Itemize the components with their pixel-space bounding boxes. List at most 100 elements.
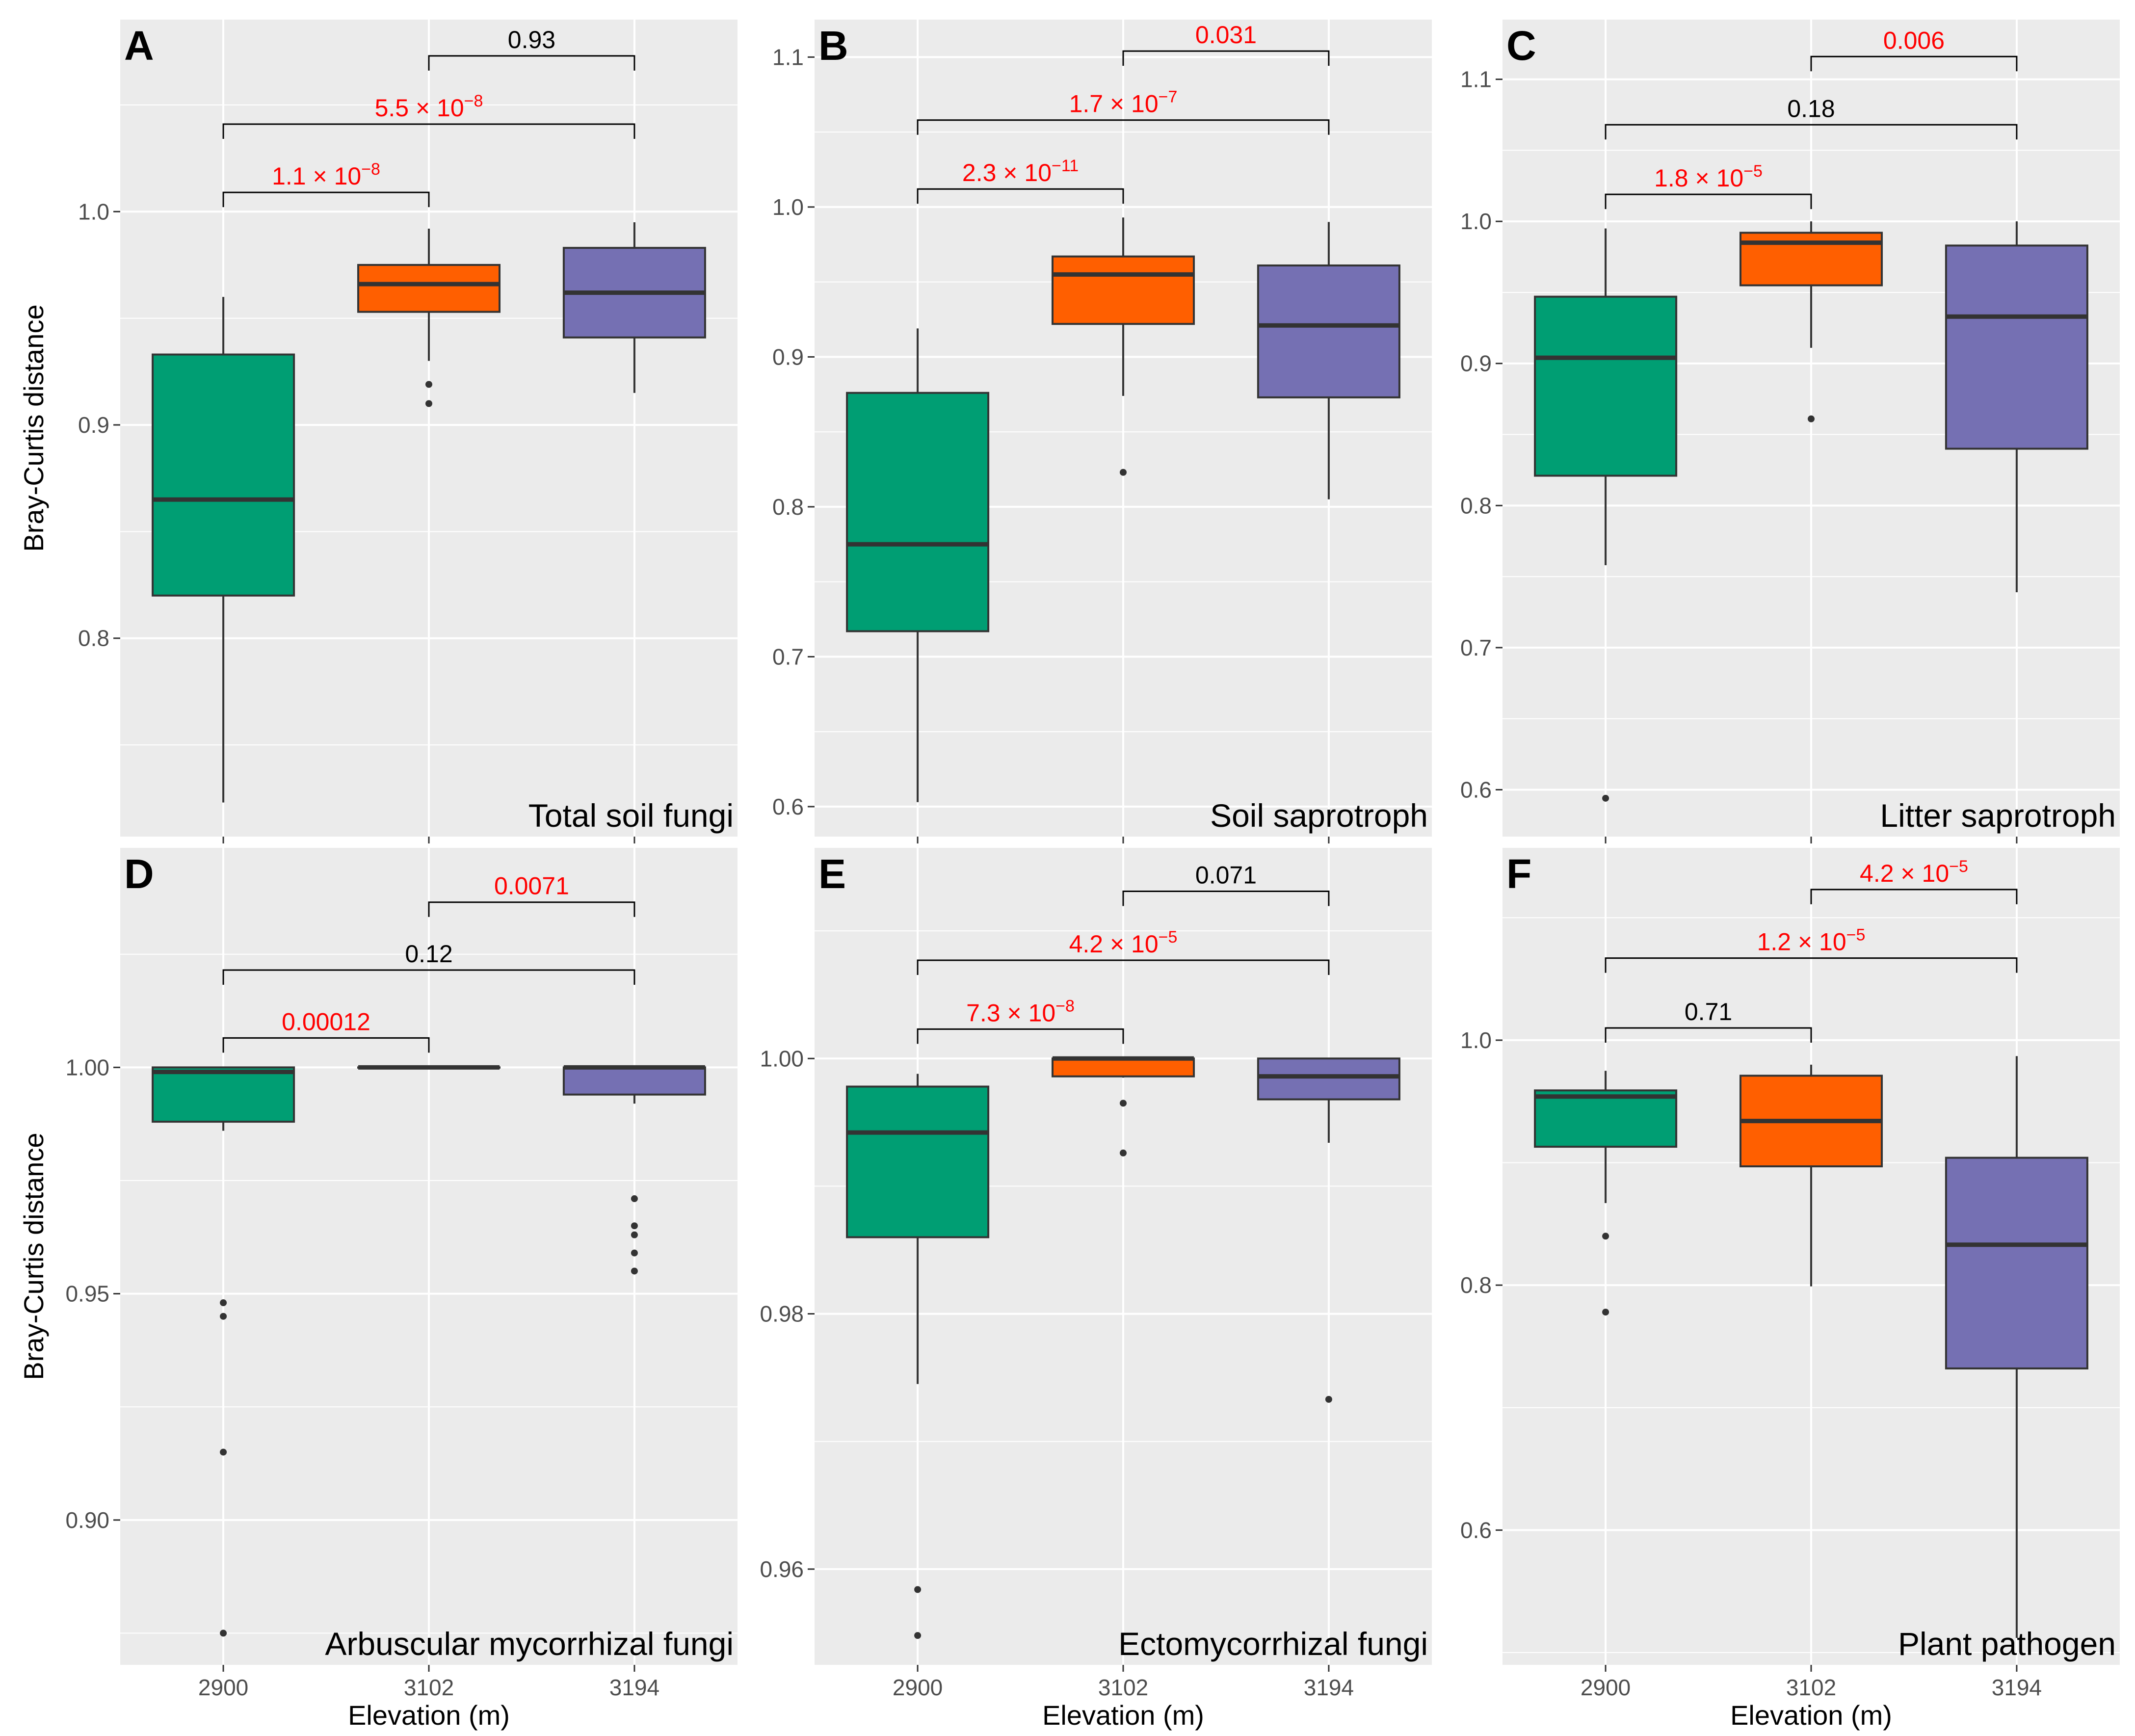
- outlier-point: [914, 1586, 922, 1593]
- box-2900: [1534, 295, 1678, 477]
- outlier-point: [631, 1249, 638, 1257]
- p-value-exponent: −8: [361, 160, 380, 179]
- y-tick-label: 0.98: [760, 1301, 804, 1327]
- comparison-bracket: [222, 123, 635, 139]
- y-tick-label: 1.0: [1460, 209, 1492, 234]
- outlier-point: [1120, 1100, 1127, 1107]
- p-value-exponent: −5: [1743, 162, 1763, 181]
- panel-subtitle: Plant pathogen: [1898, 1626, 2116, 1662]
- y-tick-label: 1.00: [760, 1046, 804, 1071]
- y-tick-label: 0.9: [1460, 351, 1492, 376]
- panel-b: 0.60.70.80.91.01.12.3 × 10−111.7 × 10−70…: [772, 20, 1432, 843]
- outlier-point: [1120, 1149, 1127, 1157]
- box-3194: [1257, 1057, 1400, 1101]
- panel-d: 0.90 0.95 1.00 2900 3102 3194 0.00012 0.12 0.007…: [18, 848, 738, 1731]
- p-value-exponent: −7: [1159, 88, 1178, 106]
- panel-c: 0.60.70.80.91.01.11.8 × 10−50.180.006CLi…: [1460, 20, 2120, 843]
- x-tick-label: 2900: [1581, 1675, 1631, 1700]
- p-value-label: 7.3 × 10−8: [966, 997, 1075, 1026]
- p-value-label: 0.00012: [282, 1008, 370, 1035]
- comparison-bracket: [1810, 889, 2018, 904]
- p-value-exponent: −11: [1052, 157, 1079, 175]
- outlier-point: [914, 1632, 922, 1639]
- outlier-point: [1325, 1395, 1332, 1403]
- p-value-exponent: −8: [464, 92, 483, 110]
- x-axis-title: Elevation (m): [348, 1700, 510, 1731]
- box-3102: [357, 263, 501, 313]
- x-tick-label: 3102: [1786, 1675, 1836, 1700]
- comparison-bracket: [917, 188, 1124, 204]
- outlier-point: [1120, 469, 1127, 476]
- panel-a: 0.80.91.01.1 × 10−85.5 × 10−80.93ATotal …: [18, 20, 738, 843]
- p-value-label: 0.12: [405, 940, 452, 968]
- comparison-bracket: [917, 1028, 1124, 1044]
- x-axis-title: Elevation (m): [1730, 1700, 1892, 1731]
- comparison-bracket: [1605, 957, 2018, 973]
- y-tick-label: 1.0: [772, 194, 804, 220]
- outlier-point: [631, 1195, 638, 1202]
- y-tick-label: 1.0: [78, 199, 109, 224]
- x-tick-label: 3102: [1098, 1675, 1148, 1700]
- comparison-bracket: [428, 55, 635, 71]
- box-2900: [152, 1066, 295, 1123]
- x-tick-label: 2900: [893, 1675, 943, 1700]
- y-tick-label: 0.6: [1460, 1517, 1492, 1543]
- comparison-bracket: [428, 901, 635, 917]
- y-tick-label: 0.7: [772, 644, 804, 669]
- y-tick-label: 0.8: [78, 626, 109, 651]
- x-tick-label: 3194: [1304, 1675, 1354, 1700]
- panel-subtitle: Soil saprotroph: [1210, 797, 1428, 834]
- p-value-label: 0.0071: [494, 872, 569, 900]
- comparison-bracket: [1605, 193, 1812, 210]
- comparison-bracket: [222, 1037, 430, 1053]
- p-value-label: 0.71: [1685, 998, 1732, 1026]
- box-3102: [1052, 1057, 1195, 1078]
- y-tick-label: 0.96: [760, 1556, 804, 1582]
- x-tick-label: 3102: [404, 1675, 454, 1700]
- p-value-label: 4.2 × 10−5: [1860, 857, 1968, 887]
- comparison-bracket: [1605, 1027, 1812, 1043]
- outlier-point: [425, 381, 432, 388]
- comparison-bracket: [1810, 55, 2018, 72]
- y-tick-label: 1.1: [772, 44, 804, 70]
- box-2900: [846, 392, 990, 632]
- box-3102: [1052, 255, 1195, 325]
- x-tick-label: 3194: [609, 1675, 659, 1700]
- outlier-point: [631, 1222, 638, 1230]
- panel-subtitle: Litter saprotroph: [1880, 797, 2116, 834]
- x-tick-label: 3194: [1992, 1675, 2042, 1700]
- panel-letter: D: [124, 851, 154, 897]
- panel-letter: B: [818, 23, 848, 69]
- outlier-point: [1602, 1309, 1609, 1316]
- y-tick-label: 0.6: [1460, 777, 1492, 802]
- box-3194: [1945, 244, 2088, 450]
- box-3194: [1945, 1157, 2088, 1369]
- outlier-point: [631, 1267, 638, 1275]
- x-tick-label: 2900: [198, 1675, 248, 1700]
- y-tick-label: 1.0: [1460, 1027, 1492, 1053]
- y-tick-label: 1.1: [1460, 67, 1492, 92]
- p-value-label: 0.93: [508, 26, 555, 53]
- outlier-point: [425, 400, 432, 407]
- y-tick-label: 0.8: [772, 494, 804, 520]
- panel-subtitle: Ectomycorrhizal fungi: [1118, 1626, 1428, 1662]
- box-3194: [562, 1066, 706, 1096]
- box-2900: [846, 1085, 990, 1238]
- y-tick-label: 0.9: [772, 344, 804, 369]
- comparison-bracket: [917, 119, 1330, 135]
- comparison-bracket: [917, 959, 1330, 975]
- y-tick-label: 0.6: [772, 794, 804, 819]
- y-tick-label: 1.00: [65, 1054, 109, 1080]
- p-value-exponent: −5: [1949, 857, 1968, 876]
- outlier-point: [220, 1313, 227, 1320]
- box-3194: [1257, 264, 1400, 398]
- outlier-point: [1602, 1233, 1609, 1240]
- p-value-label: 0.031: [1195, 21, 1257, 49]
- y-tick-label: 0.7: [1460, 635, 1492, 660]
- panel-subtitle: Arbuscular mycorrhizal fungi: [325, 1626, 734, 1662]
- y-tick-label: 0.90: [65, 1507, 109, 1533]
- p-value-label: 0.18: [1787, 95, 1835, 122]
